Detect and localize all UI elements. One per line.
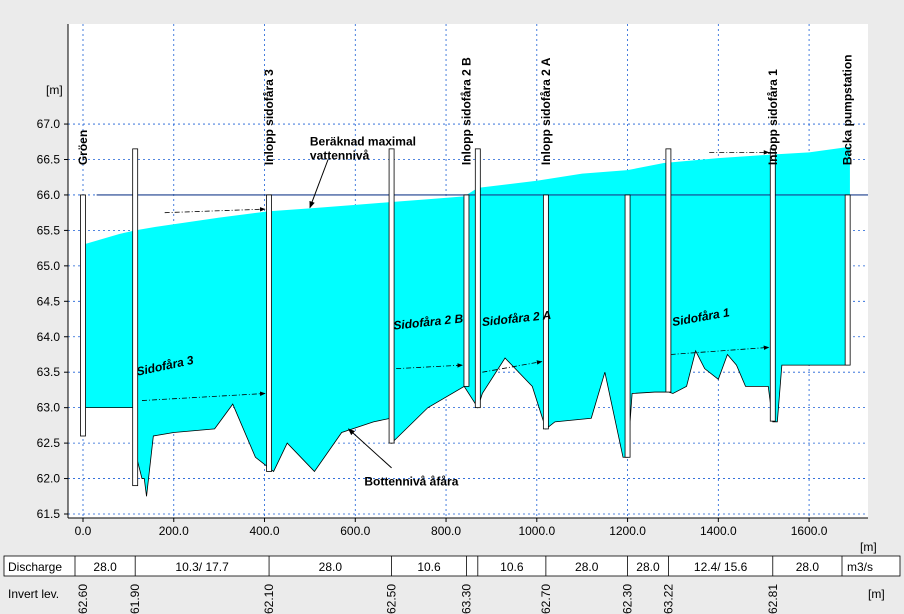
y-tick-label: 63.0	[37, 401, 61, 415]
station-label: Inlopp sidofåra 3	[262, 69, 276, 165]
discharge-cell: 28.0	[575, 560, 599, 574]
discharge-cell: 28.0	[93, 560, 117, 574]
y-unit-label: [m]	[46, 83, 63, 97]
x-tick-label: 200.0	[159, 524, 189, 538]
discharge-cell: 28.0	[796, 560, 820, 574]
side-channel-arrow	[482, 360, 543, 373]
y-tick-label: 62.0	[37, 472, 61, 486]
station-label: Inlopp sidofåra 2 B	[459, 57, 473, 165]
y-tick-label: 64.0	[37, 330, 61, 344]
data-table: Discharge 28.0 10.3/ 17.7 28.0 10.6 10.6 28.0 2…	[3, 555, 901, 614]
structure-wall	[769, 148, 776, 422]
structure-wall	[844, 194, 851, 366]
discharge-unit: m3/s	[847, 560, 873, 574]
invert-value: 62.60	[76, 584, 90, 614]
discharge-cell: 10.3/ 17.7	[175, 560, 229, 574]
discharge-cell: 10.6	[500, 560, 524, 574]
annotation-label: vattennivå	[310, 148, 370, 162]
structure-wall	[388, 148, 395, 444]
structure-wall	[463, 194, 470, 387]
station-label: Gröen	[76, 130, 90, 165]
side-channel-top-arrow	[164, 207, 266, 214]
discharge-cell: 28.0	[636, 560, 660, 574]
discharge-cell: 12.4/ 15.6	[694, 560, 748, 574]
structure-wall	[542, 194, 549, 430]
invert-value: 62.10	[262, 584, 276, 614]
annotation-label: Beräknad maximal	[310, 134, 416, 148]
discharge-cell: 10.6	[417, 560, 441, 574]
bed-line	[83, 349, 850, 497]
y-tick-label: 62.5	[37, 436, 61, 450]
invert-value: 63.30	[459, 584, 473, 614]
x-tick-label: 600.0	[340, 524, 370, 538]
side-channel-arrow	[670, 345, 770, 355]
x-tick-label: 1600.0	[791, 524, 828, 538]
x-tick-label: 1200.0	[609, 524, 646, 538]
axes: 61.5 62.0 62.5 63.0 63.5 64.0 64.5 65.0 65.5 66.0…	[37, 24, 877, 554]
side-channel-arrow	[141, 391, 266, 401]
invert-value: 62.81	[766, 584, 780, 614]
invert-value: 62.50	[385, 584, 399, 614]
structure-wall	[474, 148, 481, 409]
y-tick-label: 67.0	[37, 117, 61, 131]
y-tick-label: 66.0	[37, 188, 61, 202]
y-tick-label: 61.5	[37, 507, 61, 521]
x-tick-label: 0.0	[75, 524, 92, 538]
discharge-label: Discharge	[8, 560, 62, 574]
y-tick-label: 66.5	[37, 153, 61, 167]
annotation-arrows	[141, 150, 770, 469]
x-tick-label: 1000.0	[518, 524, 555, 538]
structure-wall	[665, 148, 672, 393]
structure-wall	[132, 148, 139, 487]
annotation-arrow	[347, 428, 392, 469]
station-label: Backa pumpstation	[841, 54, 855, 165]
invert-value: 62.30	[621, 584, 635, 614]
annotation-label: Bottennivå åfåra	[364, 475, 458, 489]
x-tick-label: 400.0	[250, 524, 280, 538]
invert-value: 62.70	[539, 584, 553, 614]
station-label: Inlopp sidofåra 2 A	[539, 57, 553, 165]
structure-wall	[266, 194, 272, 472]
x-tick-label: 800.0	[431, 524, 461, 538]
y-tick-label: 64.5	[37, 294, 61, 308]
side-channel-arrow	[396, 363, 464, 370]
discharge-cell: 28.0	[319, 560, 343, 574]
x-tick-label: 1400.0	[700, 524, 737, 538]
x-unit-label: [m]	[860, 540, 877, 554]
y-tick-label: 65.0	[37, 259, 61, 273]
y-tick-label: 63.5	[37, 365, 61, 379]
structure-wall	[80, 194, 86, 437]
invert-unit: [m]	[868, 587, 885, 601]
annotation-arrow	[309, 159, 329, 209]
y-tick-label: 65.5	[37, 223, 61, 237]
discharge-row	[3, 555, 901, 577]
structures	[80, 148, 851, 487]
structure-wall	[624, 194, 631, 458]
invert-label: Invert lev.	[8, 587, 59, 601]
invert-value: 61.90	[128, 584, 142, 614]
station-label: Inlopp sidofåra 1	[766, 69, 780, 165]
invert-value: 63.22	[661, 584, 675, 614]
